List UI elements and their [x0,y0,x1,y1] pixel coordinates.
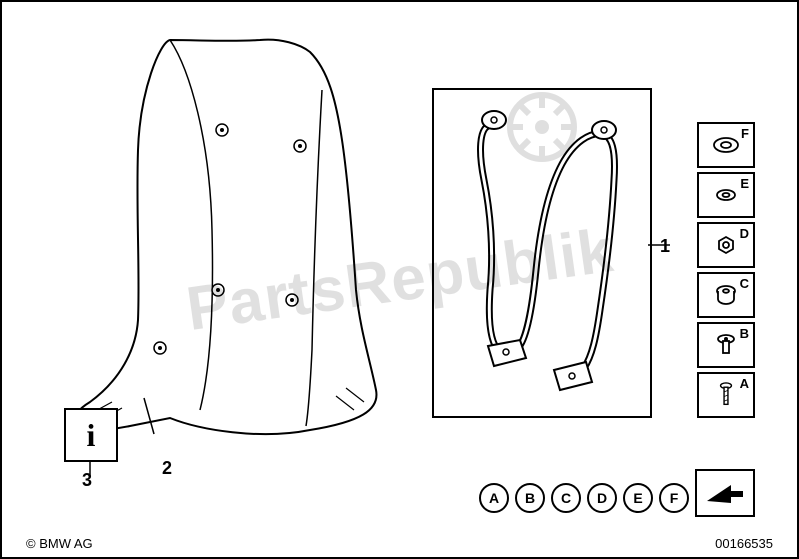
hardware-letter: B [740,326,749,341]
hardware-item-f: F [697,122,755,168]
hardware-column: F E D C B A [697,122,755,422]
hardware-letter: F [741,126,749,141]
ref-circle-b: B [515,483,545,513]
hardware-item-d: D [697,222,755,268]
ref-circle-d: D [587,483,617,513]
hardware-item-e: E [697,172,755,218]
windshield-part [60,30,400,460]
hardware-item-b: B [697,322,755,368]
copyright-text: © BMW AG [26,536,93,551]
ref-circle-c: C [551,483,581,513]
ref-circle-e: E [623,483,653,513]
ref-circle-f: F [659,483,689,513]
hardware-letter: A [740,376,749,391]
hardware-item-a: A [697,372,755,418]
hardware-letter: C [740,276,749,291]
hardware-item-c: C [697,272,755,318]
hardware-letter: E [740,176,749,191]
info-symbol: i [87,417,96,454]
assembly-arrow-box [695,469,755,517]
diagram-area: i 1 2 3 FEDCBA ABCDEF [20,20,779,539]
hardware-letter: D [740,226,749,241]
info-box: i [64,408,118,462]
document-id: 00166535 [715,536,773,551]
ref-circle-a: A [479,483,509,513]
reference-row: ABCDEF [479,483,689,513]
callout-windshield: 2 [162,458,172,479]
bracket-box [432,88,652,418]
